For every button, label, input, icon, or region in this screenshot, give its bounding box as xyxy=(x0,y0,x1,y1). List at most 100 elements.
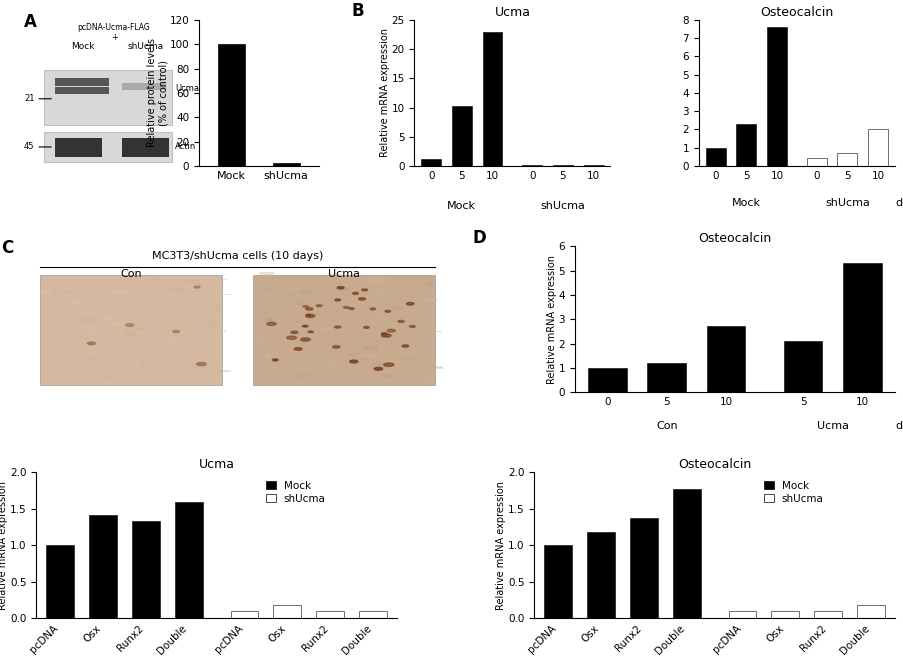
Bar xyxy=(770,611,798,618)
Bar xyxy=(46,545,74,618)
FancyBboxPatch shape xyxy=(53,342,58,345)
FancyBboxPatch shape xyxy=(299,290,305,294)
FancyBboxPatch shape xyxy=(41,371,50,375)
Y-axis label: Relative mRNA expression: Relative mRNA expression xyxy=(496,481,506,610)
Bar xyxy=(588,368,626,392)
FancyBboxPatch shape xyxy=(192,299,202,301)
FancyBboxPatch shape xyxy=(275,327,278,330)
Bar xyxy=(553,165,573,166)
Circle shape xyxy=(332,346,340,348)
Bar xyxy=(766,27,786,166)
Bar xyxy=(586,532,614,618)
Circle shape xyxy=(406,303,414,305)
Bar xyxy=(647,363,685,392)
Circle shape xyxy=(349,308,354,309)
FancyBboxPatch shape xyxy=(54,295,66,299)
Circle shape xyxy=(126,324,134,327)
Bar xyxy=(218,45,245,166)
Circle shape xyxy=(335,299,340,301)
Bar xyxy=(706,327,744,392)
FancyBboxPatch shape xyxy=(100,319,116,321)
Bar xyxy=(544,545,571,618)
FancyBboxPatch shape xyxy=(381,374,396,378)
FancyBboxPatch shape xyxy=(53,342,61,346)
FancyBboxPatch shape xyxy=(433,366,442,368)
Circle shape xyxy=(194,286,200,288)
Legend: Mock, shUcma: Mock, shUcma xyxy=(265,481,325,503)
FancyBboxPatch shape xyxy=(283,381,289,383)
FancyBboxPatch shape xyxy=(413,370,420,372)
FancyBboxPatch shape xyxy=(253,275,434,385)
FancyBboxPatch shape xyxy=(322,353,328,357)
FancyBboxPatch shape xyxy=(220,294,232,295)
Bar xyxy=(814,611,842,618)
FancyBboxPatch shape xyxy=(393,306,402,310)
Bar xyxy=(672,489,700,618)
FancyBboxPatch shape xyxy=(350,315,364,317)
FancyBboxPatch shape xyxy=(125,374,135,379)
Text: 21: 21 xyxy=(24,94,34,103)
Bar xyxy=(705,148,725,166)
Bar xyxy=(728,611,756,618)
FancyBboxPatch shape xyxy=(150,276,159,281)
FancyBboxPatch shape xyxy=(78,329,86,331)
FancyBboxPatch shape xyxy=(186,280,200,282)
FancyBboxPatch shape xyxy=(255,312,266,316)
FancyBboxPatch shape xyxy=(100,376,115,378)
FancyBboxPatch shape xyxy=(177,375,191,378)
FancyBboxPatch shape xyxy=(262,302,269,304)
FancyBboxPatch shape xyxy=(428,331,442,332)
Bar xyxy=(273,164,300,166)
FancyBboxPatch shape xyxy=(106,332,107,334)
Title: Osteocalcin: Osteocalcin xyxy=(759,6,833,19)
FancyBboxPatch shape xyxy=(206,360,220,362)
Bar xyxy=(274,604,301,618)
FancyBboxPatch shape xyxy=(65,325,76,328)
FancyBboxPatch shape xyxy=(427,366,430,368)
FancyBboxPatch shape xyxy=(345,334,349,337)
Bar xyxy=(88,515,116,618)
FancyBboxPatch shape xyxy=(422,298,436,301)
FancyBboxPatch shape xyxy=(57,325,62,329)
FancyBboxPatch shape xyxy=(299,346,309,348)
Circle shape xyxy=(374,368,382,370)
Text: Con: Con xyxy=(656,422,676,432)
FancyBboxPatch shape xyxy=(402,356,414,360)
FancyBboxPatch shape xyxy=(211,332,226,333)
Circle shape xyxy=(343,307,349,309)
FancyBboxPatch shape xyxy=(44,70,172,125)
Text: shUcma: shUcma xyxy=(824,198,869,208)
FancyBboxPatch shape xyxy=(68,362,70,367)
FancyBboxPatch shape xyxy=(291,348,301,349)
FancyBboxPatch shape xyxy=(83,277,97,279)
Circle shape xyxy=(308,331,313,332)
FancyBboxPatch shape xyxy=(427,378,433,380)
Bar xyxy=(867,130,887,166)
FancyBboxPatch shape xyxy=(55,87,109,94)
FancyBboxPatch shape xyxy=(357,287,368,289)
FancyBboxPatch shape xyxy=(370,279,385,284)
FancyBboxPatch shape xyxy=(70,348,74,352)
FancyBboxPatch shape xyxy=(385,325,388,329)
FancyBboxPatch shape xyxy=(193,283,202,285)
FancyBboxPatch shape xyxy=(410,368,419,371)
FancyBboxPatch shape xyxy=(375,311,383,315)
FancyBboxPatch shape xyxy=(296,301,305,305)
FancyBboxPatch shape xyxy=(137,348,142,350)
FancyBboxPatch shape xyxy=(106,304,109,305)
Circle shape xyxy=(383,363,394,366)
Circle shape xyxy=(293,348,302,350)
FancyBboxPatch shape xyxy=(117,336,126,338)
FancyBboxPatch shape xyxy=(396,356,405,360)
Bar xyxy=(736,124,756,166)
FancyBboxPatch shape xyxy=(323,364,330,368)
Circle shape xyxy=(303,306,308,307)
Y-axis label: Relative protein levels
(% of control): Relative protein levels (% of control) xyxy=(146,39,168,148)
FancyBboxPatch shape xyxy=(276,296,283,299)
FancyBboxPatch shape xyxy=(342,287,347,289)
FancyBboxPatch shape xyxy=(417,293,423,295)
FancyBboxPatch shape xyxy=(307,313,322,316)
FancyBboxPatch shape xyxy=(361,277,364,281)
FancyBboxPatch shape xyxy=(326,363,338,368)
Text: days: days xyxy=(894,422,903,432)
